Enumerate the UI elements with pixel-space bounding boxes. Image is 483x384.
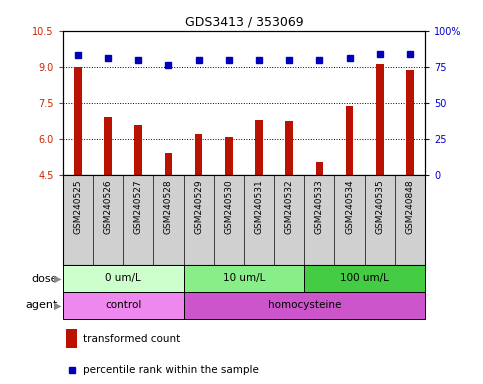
Title: GDS3413 / 353069: GDS3413 / 353069 bbox=[185, 15, 303, 28]
Text: GSM240530: GSM240530 bbox=[224, 179, 233, 234]
Text: GSM240534: GSM240534 bbox=[345, 179, 354, 234]
Bar bbox=[255, 120, 263, 175]
Bar bbox=[74, 67, 82, 175]
Text: GSM240535: GSM240535 bbox=[375, 179, 384, 234]
Text: GSM240532: GSM240532 bbox=[284, 179, 294, 234]
Text: homocysteine: homocysteine bbox=[268, 301, 341, 311]
Text: agent: agent bbox=[26, 301, 58, 311]
Text: GSM240531: GSM240531 bbox=[255, 179, 264, 234]
Text: ▶: ▶ bbox=[54, 273, 62, 283]
Bar bbox=[184, 292, 425, 319]
Bar bbox=[346, 106, 354, 175]
Bar bbox=[225, 137, 233, 175]
Bar bbox=[63, 265, 184, 292]
Text: GSM240526: GSM240526 bbox=[103, 179, 113, 234]
Text: 0 um/L: 0 um/L bbox=[105, 273, 141, 283]
Text: 10 um/L: 10 um/L bbox=[223, 273, 265, 283]
Text: transformed count: transformed count bbox=[83, 333, 180, 344]
Bar bbox=[285, 121, 293, 175]
Text: dose: dose bbox=[31, 273, 58, 283]
Bar bbox=[165, 153, 172, 175]
Bar bbox=[184, 265, 304, 292]
Bar bbox=[315, 162, 323, 175]
Text: GSM240848: GSM240848 bbox=[405, 179, 414, 234]
Text: percentile rank within the sample: percentile rank within the sample bbox=[83, 365, 258, 375]
Bar bbox=[304, 265, 425, 292]
Bar bbox=[67, 329, 77, 348]
Bar bbox=[406, 70, 414, 175]
Bar bbox=[195, 134, 202, 175]
Bar bbox=[104, 117, 112, 175]
Text: GSM240527: GSM240527 bbox=[134, 179, 143, 234]
Text: ▶: ▶ bbox=[54, 301, 62, 311]
Text: GSM240533: GSM240533 bbox=[315, 179, 324, 234]
Text: GSM240528: GSM240528 bbox=[164, 179, 173, 234]
Bar bbox=[134, 124, 142, 175]
Text: 100 um/L: 100 um/L bbox=[340, 273, 389, 283]
Bar bbox=[63, 292, 184, 319]
Text: GSM240525: GSM240525 bbox=[73, 179, 83, 234]
Text: control: control bbox=[105, 301, 142, 311]
Bar bbox=[376, 65, 384, 175]
Text: GSM240529: GSM240529 bbox=[194, 179, 203, 234]
